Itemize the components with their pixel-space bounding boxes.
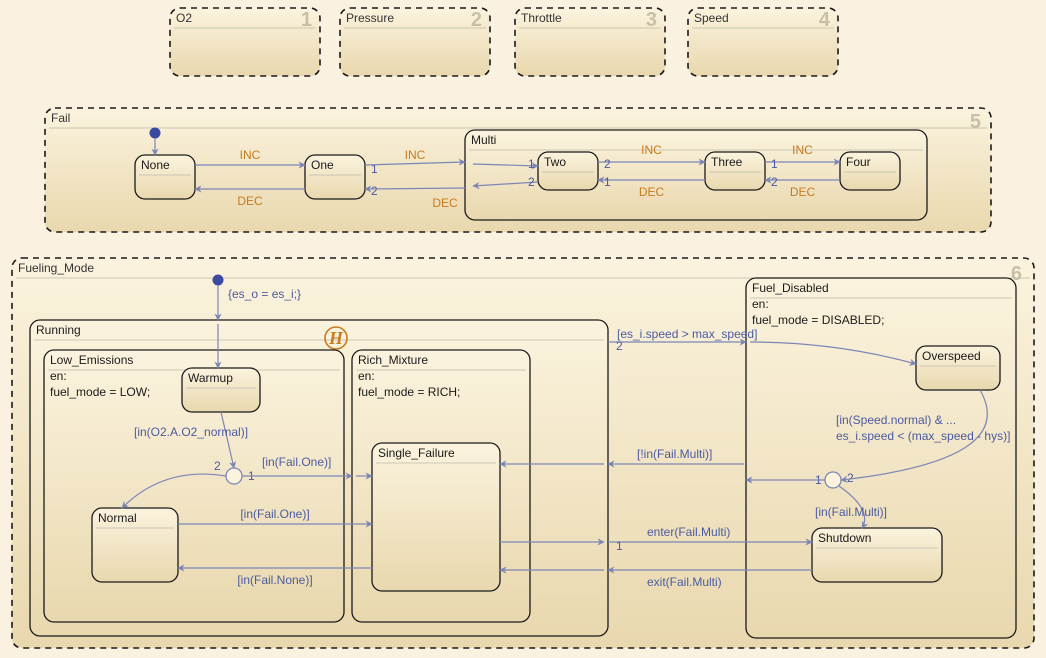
svg-text:One: One — [311, 158, 334, 172]
svg-text:exit(Fail.Multi): exit(Fail.Multi) — [647, 575, 722, 589]
svg-text:DEC: DEC — [237, 194, 263, 208]
svg-text:2: 2 — [214, 459, 221, 473]
svg-text:fuel_mode = LOW;: fuel_mode = LOW; — [50, 385, 150, 399]
svg-text:fuel_mode = DISABLED;: fuel_mode = DISABLED; — [752, 313, 884, 327]
svg-text:fuel_mode = RICH;: fuel_mode = RICH; — [358, 385, 460, 399]
svg-text:5: 5 — [970, 111, 981, 133]
svg-text:Speed: Speed — [694, 11, 729, 25]
svg-text:Pressure: Pressure — [346, 11, 394, 25]
svg-text:[es_i.speed > max_speed]: [es_i.speed > max_speed] — [617, 327, 757, 341]
svg-text:2: 2 — [771, 175, 778, 189]
svg-text:Running: Running — [36, 323, 81, 337]
fueling-initial — [213, 275, 224, 286]
svg-text:2: 2 — [371, 184, 378, 198]
svg-text:1: 1 — [771, 157, 778, 171]
svg-text:INC: INC — [641, 143, 662, 157]
svg-text:en:: en: — [50, 369, 67, 383]
state-fuel-disabled — [746, 278, 1016, 638]
svg-text:Fuel_Disabled: Fuel_Disabled — [752, 281, 829, 295]
svg-text:1: 1 — [528, 157, 535, 171]
svg-text:Four: Four — [846, 155, 871, 169]
svg-text:en:: en: — [358, 369, 375, 383]
svg-text:Overspeed: Overspeed — [922, 349, 981, 363]
svg-text:{es_o = es_i;}: {es_o = es_i;} — [228, 287, 301, 301]
svg-text:en:: en: — [752, 297, 769, 311]
svg-text:Two: Two — [544, 155, 566, 169]
svg-text:Fail: Fail — [51, 111, 70, 125]
svg-text:Throttle: Throttle — [521, 11, 562, 25]
svg-text:DEC: DEC — [790, 185, 816, 199]
svg-text:[in(Speed.normal) & ...: [in(Speed.normal) & ... — [836, 413, 956, 427]
svg-text:INC: INC — [240, 148, 261, 162]
svg-text:[in(Fail.None)]: [in(Fail.None)] — [237, 573, 312, 587]
svg-text:Multi: Multi — [471, 133, 496, 147]
svg-text:Fueling_Mode: Fueling_Mode — [18, 261, 94, 275]
svg-text:INC: INC — [405, 148, 426, 162]
svg-text:Warmup: Warmup — [188, 371, 233, 385]
svg-text:2: 2 — [604, 157, 611, 171]
svg-text:O2: O2 — [176, 11, 192, 25]
svg-text:2: 2 — [616, 339, 623, 353]
svg-text:[in(Fail.Multi)]: [in(Fail.Multi)] — [815, 505, 887, 519]
svg-text:H: H — [328, 328, 344, 348]
svg-text:Normal: Normal — [98, 511, 137, 525]
svg-text:1: 1 — [604, 175, 611, 189]
svg-text:2: 2 — [528, 175, 535, 189]
svg-text:Low_Emissions: Low_Emissions — [50, 353, 133, 367]
svg-text:[in(O2.A.O2_normal)]: [in(O2.A.O2_normal)] — [134, 425, 248, 439]
svg-text:[in(Fail.One)]: [in(Fail.One)] — [262, 455, 331, 469]
disabled-junction — [825, 472, 841, 488]
region-o2 — [170, 8, 320, 76]
svg-text:enter(Fail.Multi): enter(Fail.Multi) — [647, 525, 730, 539]
svg-text:Shutdown: Shutdown — [818, 531, 871, 545]
svg-text:DEC: DEC — [639, 185, 665, 199]
svg-text:[in(Fail.One)]: [in(Fail.One)] — [240, 507, 309, 521]
svg-text:DEC: DEC — [432, 196, 458, 210]
svg-text:[!in(Fail.Multi)]: [!in(Fail.Multi)] — [637, 447, 712, 461]
fail-initial — [150, 128, 161, 139]
svg-text:1: 1 — [616, 539, 623, 553]
svg-text:es_i.speed < (max_speed - hys): es_i.speed < (max_speed - hys)] — [836, 429, 1010, 443]
svg-text:Three: Three — [711, 155, 743, 169]
state-single-failure — [372, 443, 500, 591]
low-junction — [226, 468, 242, 484]
svg-text:INC: INC — [792, 143, 813, 157]
svg-text:None: None — [141, 158, 170, 172]
svg-text:Single_Failure: Single_Failure — [378, 446, 455, 460]
svg-text:Rich_Mixture: Rich_Mixture — [358, 353, 428, 367]
